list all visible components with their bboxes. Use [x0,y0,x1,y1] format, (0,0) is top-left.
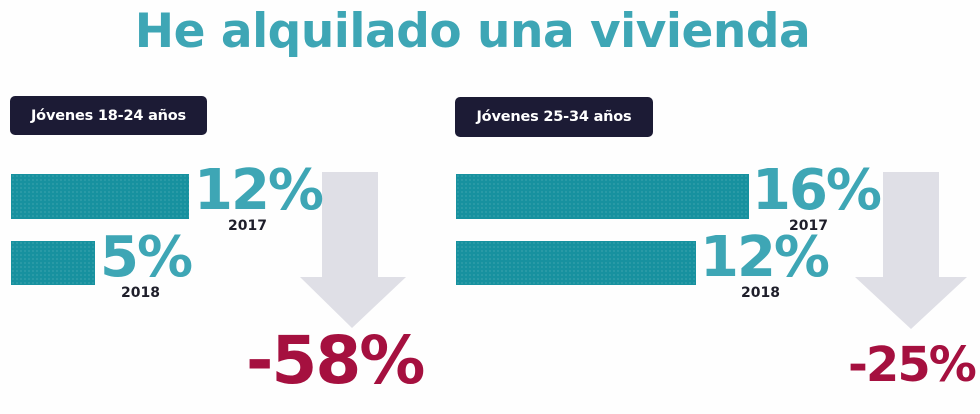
bar-2017 [456,174,749,219]
change-percent: -58% [246,322,425,399]
year-2018: 2018 [121,285,160,301]
year-2017: 2017 [789,218,828,234]
year-2018: 2018 [741,285,780,301]
value-2018: 5% [100,225,193,290]
page-title: He alquilado una vivienda [134,4,811,59]
year-2017: 2017 [228,218,267,234]
value-2018: 12% [700,225,830,290]
change-percent: -25% [848,337,977,393]
arrow-down-icon [855,172,967,329]
bar-2018 [456,241,696,285]
group-label: Jóvenes 18-24 años [10,96,207,135]
value-2017: 16% [752,158,882,223]
bar-2018 [11,241,95,285]
arrow-down-icon [300,172,406,328]
group-label: Jóvenes 25-34 años [455,97,653,137]
value-2017: 12% [194,158,324,223]
bar-2017 [11,174,189,219]
